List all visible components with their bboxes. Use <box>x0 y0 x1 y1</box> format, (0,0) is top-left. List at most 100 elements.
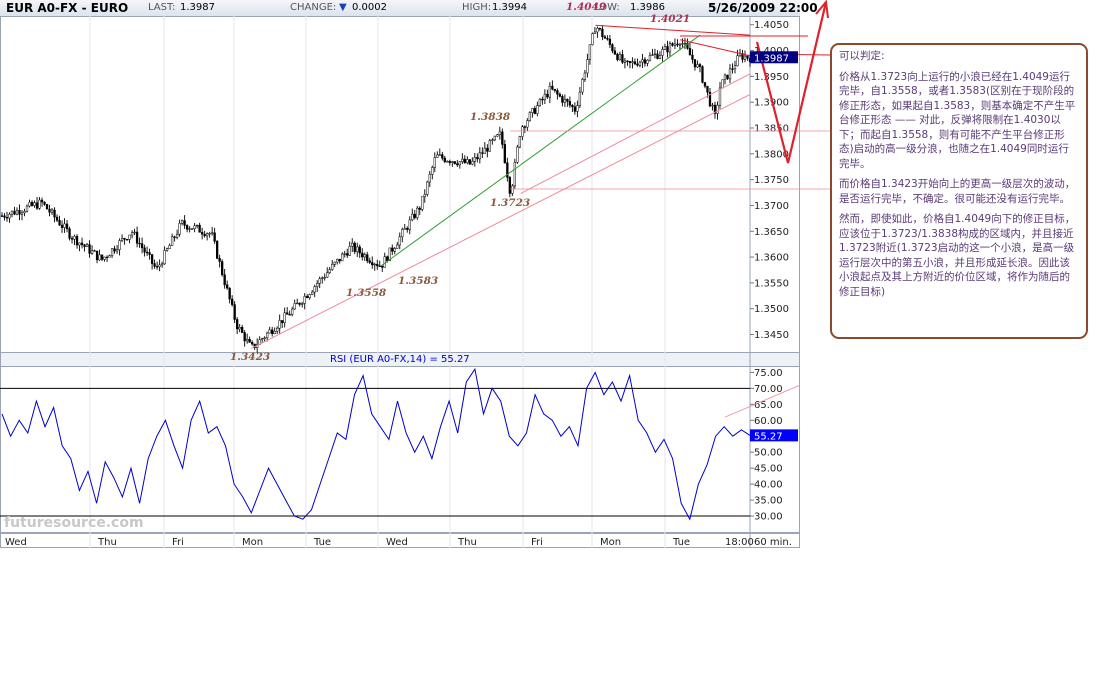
candle-body <box>160 263 164 266</box>
candle-body <box>128 234 131 240</box>
candle-body <box>133 231 136 234</box>
candle-body <box>125 239 129 241</box>
change-label: CHANGE: <box>290 2 337 13</box>
candle-body <box>83 244 86 247</box>
rsi-title: RSI (EUR A0-FX,14) = 55.27 <box>330 354 470 365</box>
price-tick-label: 1.3700 <box>754 201 789 212</box>
candle-body <box>423 194 426 197</box>
rsi-trendline <box>724 384 801 418</box>
candle-body <box>418 207 421 210</box>
candle-body <box>621 54 624 63</box>
candle-body <box>703 82 707 87</box>
candle-body <box>493 135 496 141</box>
candle-body <box>561 96 564 103</box>
high-value: 1.3994 <box>492 2 527 13</box>
candle-body <box>623 60 627 63</box>
candle-body <box>408 219 411 230</box>
candle-body <box>411 213 414 221</box>
candle-body <box>721 79 724 89</box>
candle-body <box>158 264 161 267</box>
candle-body <box>533 108 537 114</box>
candle-body <box>170 236 174 246</box>
candle-body <box>568 101 572 106</box>
candle-body <box>618 54 622 60</box>
candle-body <box>236 319 239 330</box>
candle-body <box>496 134 499 137</box>
candle-body <box>596 27 599 33</box>
rsi-tick-label: 75.00 <box>754 368 783 379</box>
candle-body <box>10 210 14 215</box>
candle-body <box>698 64 702 67</box>
candle-body <box>326 272 329 278</box>
candle-body <box>363 254 366 258</box>
candle-body <box>138 242 141 245</box>
candle-body <box>626 60 629 62</box>
candle-body <box>406 228 409 230</box>
candle-body <box>30 202 34 206</box>
candle-body <box>638 61 642 66</box>
candle-body <box>13 210 16 215</box>
price-tick-label: 1.4050 <box>754 20 789 31</box>
candle-body <box>401 229 404 238</box>
candle-body <box>18 210 21 215</box>
candle-body <box>28 202 31 207</box>
resistance-line-red <box>595 24 751 36</box>
candle-body <box>78 242 81 246</box>
candle-body <box>651 54 654 56</box>
candle-body <box>288 314 291 316</box>
trendline-green <box>380 34 701 267</box>
candle-body <box>43 201 46 205</box>
candle-body <box>548 85 552 98</box>
candle-body <box>458 161 461 166</box>
candle-body <box>20 212 24 215</box>
candle-body <box>361 252 364 258</box>
candle-body <box>606 38 609 40</box>
candle-body <box>431 167 434 175</box>
candle-body <box>50 209 54 213</box>
candle-body <box>708 91 712 107</box>
candle-body <box>75 236 79 246</box>
candle-body <box>353 242 356 252</box>
candle-body <box>291 308 294 315</box>
candle-body <box>701 66 704 83</box>
price-tick-label: 1.3450 <box>754 330 789 341</box>
last-price-value: 1.3987 <box>754 53 789 64</box>
candle-body <box>115 249 119 252</box>
candle-body <box>266 332 269 339</box>
candle-body <box>481 152 484 154</box>
candle-body <box>473 157 476 162</box>
candle-body <box>673 43 677 46</box>
candle-body <box>461 158 464 162</box>
candle-body <box>523 126 526 128</box>
x-axis-label: Wed <box>386 537 408 548</box>
low-label: LOW: <box>594 2 620 13</box>
candle-body <box>218 258 221 262</box>
candle-body <box>446 161 449 163</box>
candle-body <box>388 247 391 262</box>
candle-body <box>693 59 697 68</box>
rsi-tick-label: 60.00 <box>754 416 783 427</box>
candle-body <box>513 161 516 187</box>
candle-body <box>498 131 501 135</box>
candle-body <box>281 320 284 324</box>
resistance-line-red-2 <box>680 39 751 57</box>
candle-body <box>93 250 96 252</box>
rsi-panel-frame <box>0 366 800 533</box>
candle-body <box>65 223 69 230</box>
candle-body <box>586 59 589 74</box>
candle-body <box>518 136 521 148</box>
rsi-tick-label: 50.00 <box>754 448 783 459</box>
candle-body <box>231 298 234 305</box>
candle-body <box>90 250 94 254</box>
candle-body <box>538 98 542 106</box>
candle-body <box>261 338 264 340</box>
candle-body <box>511 185 514 194</box>
candle-body <box>653 53 657 55</box>
candle-body <box>718 87 722 106</box>
candle-body <box>168 245 171 249</box>
candle-body <box>185 225 189 230</box>
annotation-paragraph-3: 然而，即使如此，价格自1.4049向下的修正目标，应该位于1.3723/1.38… <box>839 213 1076 298</box>
candle-body <box>188 228 191 230</box>
candle-body <box>215 241 219 259</box>
price-annotation-1.3838: 1.3838 <box>470 111 511 123</box>
